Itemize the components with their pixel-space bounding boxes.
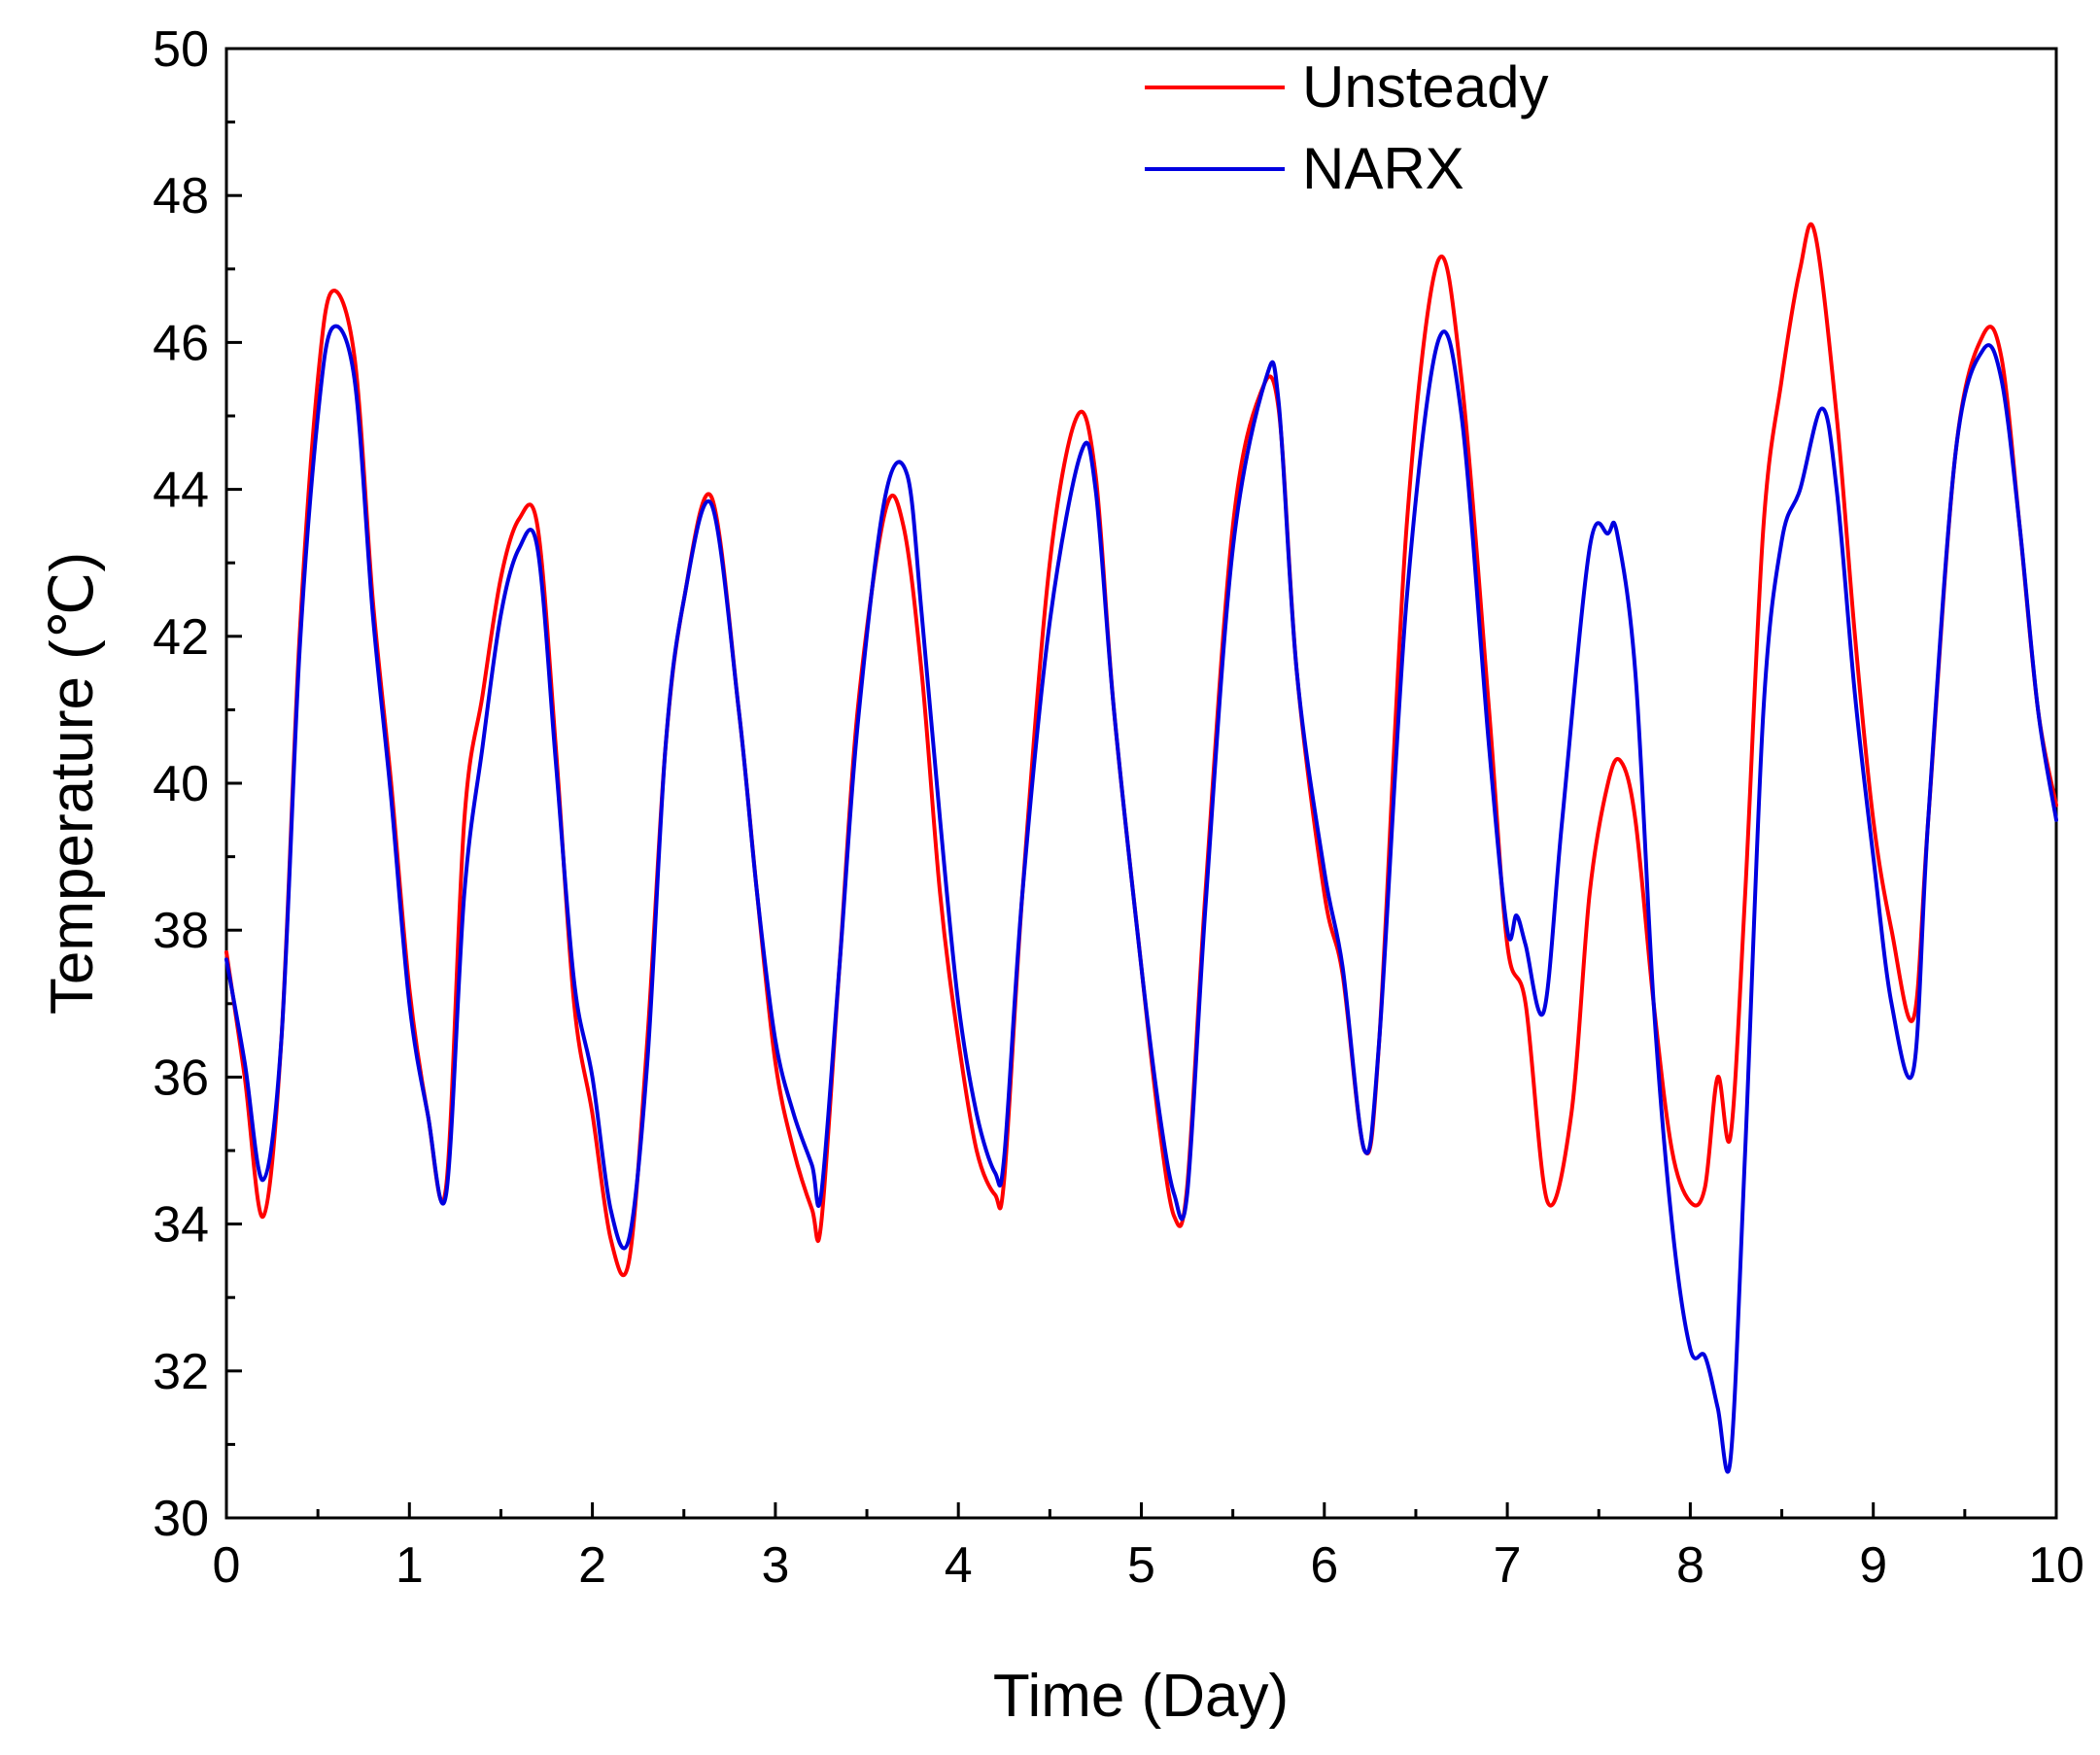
- legend: Unsteady NARX: [1145, 54, 1548, 201]
- x-tick-label: 10: [2028, 1537, 2084, 1594]
- plot-frame: [224, 47, 2058, 1520]
- x-tick-label: 4: [945, 1537, 973, 1594]
- y-tick-label: 32: [153, 1344, 209, 1400]
- x-tick-label: 8: [1676, 1537, 1704, 1594]
- y-tick-label: 42: [153, 609, 209, 666]
- series-layer: [224, 222, 2058, 1474]
- x-tick-label: 1: [396, 1537, 424, 1594]
- x-tick-label: 3: [761, 1537, 789, 1594]
- y-tick-label: 34: [153, 1197, 209, 1254]
- x-tick-label: 6: [1310, 1537, 1338, 1594]
- x-tick-label: 0: [213, 1537, 241, 1594]
- x-tick-label: 7: [1494, 1537, 1522, 1594]
- y-tick-label: 38: [153, 903, 209, 959]
- series-line-narx: [224, 324, 2058, 1474]
- legend-label-unsteady: Unsteady: [1302, 54, 1548, 120]
- y-tick-label: 44: [153, 463, 209, 519]
- y-tick-label: 50: [153, 21, 209, 78]
- y-tick-label: 48: [153, 168, 209, 224]
- x-axis-title: Time (Day): [993, 1663, 1289, 1730]
- legend-label-narx: NARX: [1302, 136, 1464, 201]
- y-tick-label: 36: [153, 1050, 209, 1106]
- x-tick-label: 9: [1859, 1537, 1887, 1594]
- x-tick-label: 5: [1127, 1537, 1155, 1594]
- y-tick-label: 46: [153, 315, 209, 371]
- axis-ticks: [224, 47, 2058, 1520]
- y-tick-label: 30: [153, 1491, 209, 1547]
- y-axis-title: Temperature (℃): [39, 552, 106, 1015]
- y-tick-label: 40: [153, 756, 209, 812]
- x-tick-label: 2: [578, 1537, 606, 1594]
- plot-area: [224, 47, 2058, 1520]
- series-line-unsteady: [224, 222, 2058, 1278]
